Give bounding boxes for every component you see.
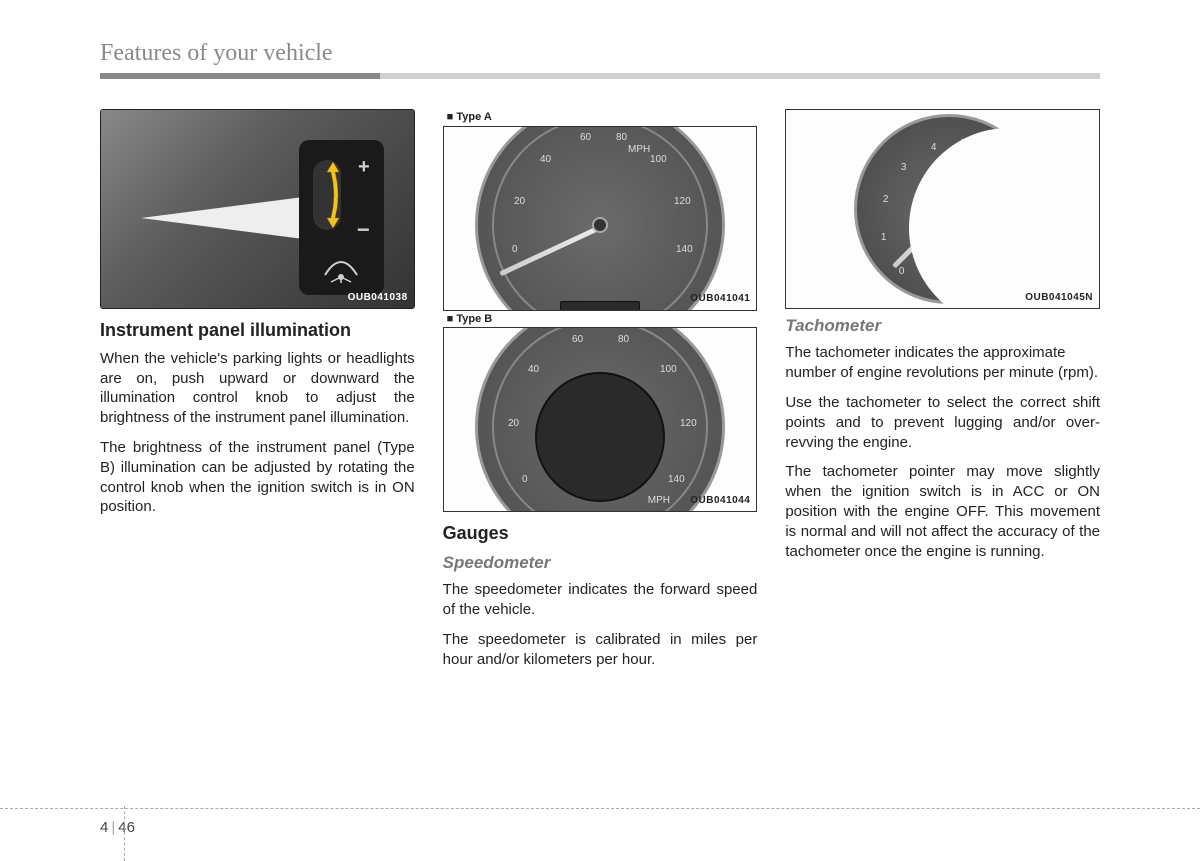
figure-code: OUB041038 [348,291,408,304]
body-text: Use the tachometer to select the correct… [785,393,1100,452]
figure-speedometer-type-b: MPH 0 20 40 60 80 100 120 140 OUB041044 [443,327,758,512]
plus-icon: + [358,154,370,180]
binding-guide [124,806,125,861]
body-text: The brightness of the instrument panel (… [100,438,415,517]
figure-code: OUB041044 [690,494,750,507]
page-footer: 4|46 [0,808,1200,809]
body-text: When the vehicle's parking lights or hea… [100,349,415,428]
body-text: The speedometer indicates the forward sp… [443,580,758,620]
gauge-unit: MPH [648,494,670,507]
column-1: + − OUB041038 Instrument panel illuminat… [100,109,415,679]
figure-tachometer: x1000 rpm 0 1 2 3 4 5 6 7 8 OUB041045N [785,109,1100,309]
heading-gauges: Gauges [443,522,758,546]
column-3: x1000 rpm 0 1 2 3 4 5 6 7 8 OUB041045N T… [785,109,1100,679]
body-text: The tachometer pointer may move slightly… [785,462,1100,561]
figure-code: OUB041041 [690,292,750,305]
gauge-unit: MPH [628,143,650,156]
figure-speedometer-type-a: MPH 0 20 40 60 80 100 120 140 OUB041041 [443,126,758,311]
type-b-label: ■ Type B [447,312,758,327]
figure-illumination-control: + − OUB041038 [100,109,415,309]
type-a-label: ■ Type A [447,110,758,125]
header-divider [100,73,1100,79]
page-number: 4|46 [100,819,135,836]
body-text: The speedometer is calibrated in miles p… [443,630,758,670]
minus-icon: − [357,215,370,244]
figure-code: OUB041045N [1025,291,1093,304]
column-2: ■ Type A MPH 0 20 40 60 80 100 120 140 [443,109,758,679]
body-text: The tachometer indicates the approximate… [785,343,1100,383]
heading-instrument-panel-illumination: Instrument panel illumination [100,319,415,343]
subheading-speedometer: Speedometer [443,552,758,574]
callout-arrow-icon [141,196,311,240]
subheading-tachometer: Tachometer [785,315,1100,337]
section-title: Features of your vehicle [100,40,1100,67]
up-down-arrow-icon [323,160,343,230]
illumination-knob-inset: + − [299,140,384,295]
panel-light-icon [319,255,363,283]
